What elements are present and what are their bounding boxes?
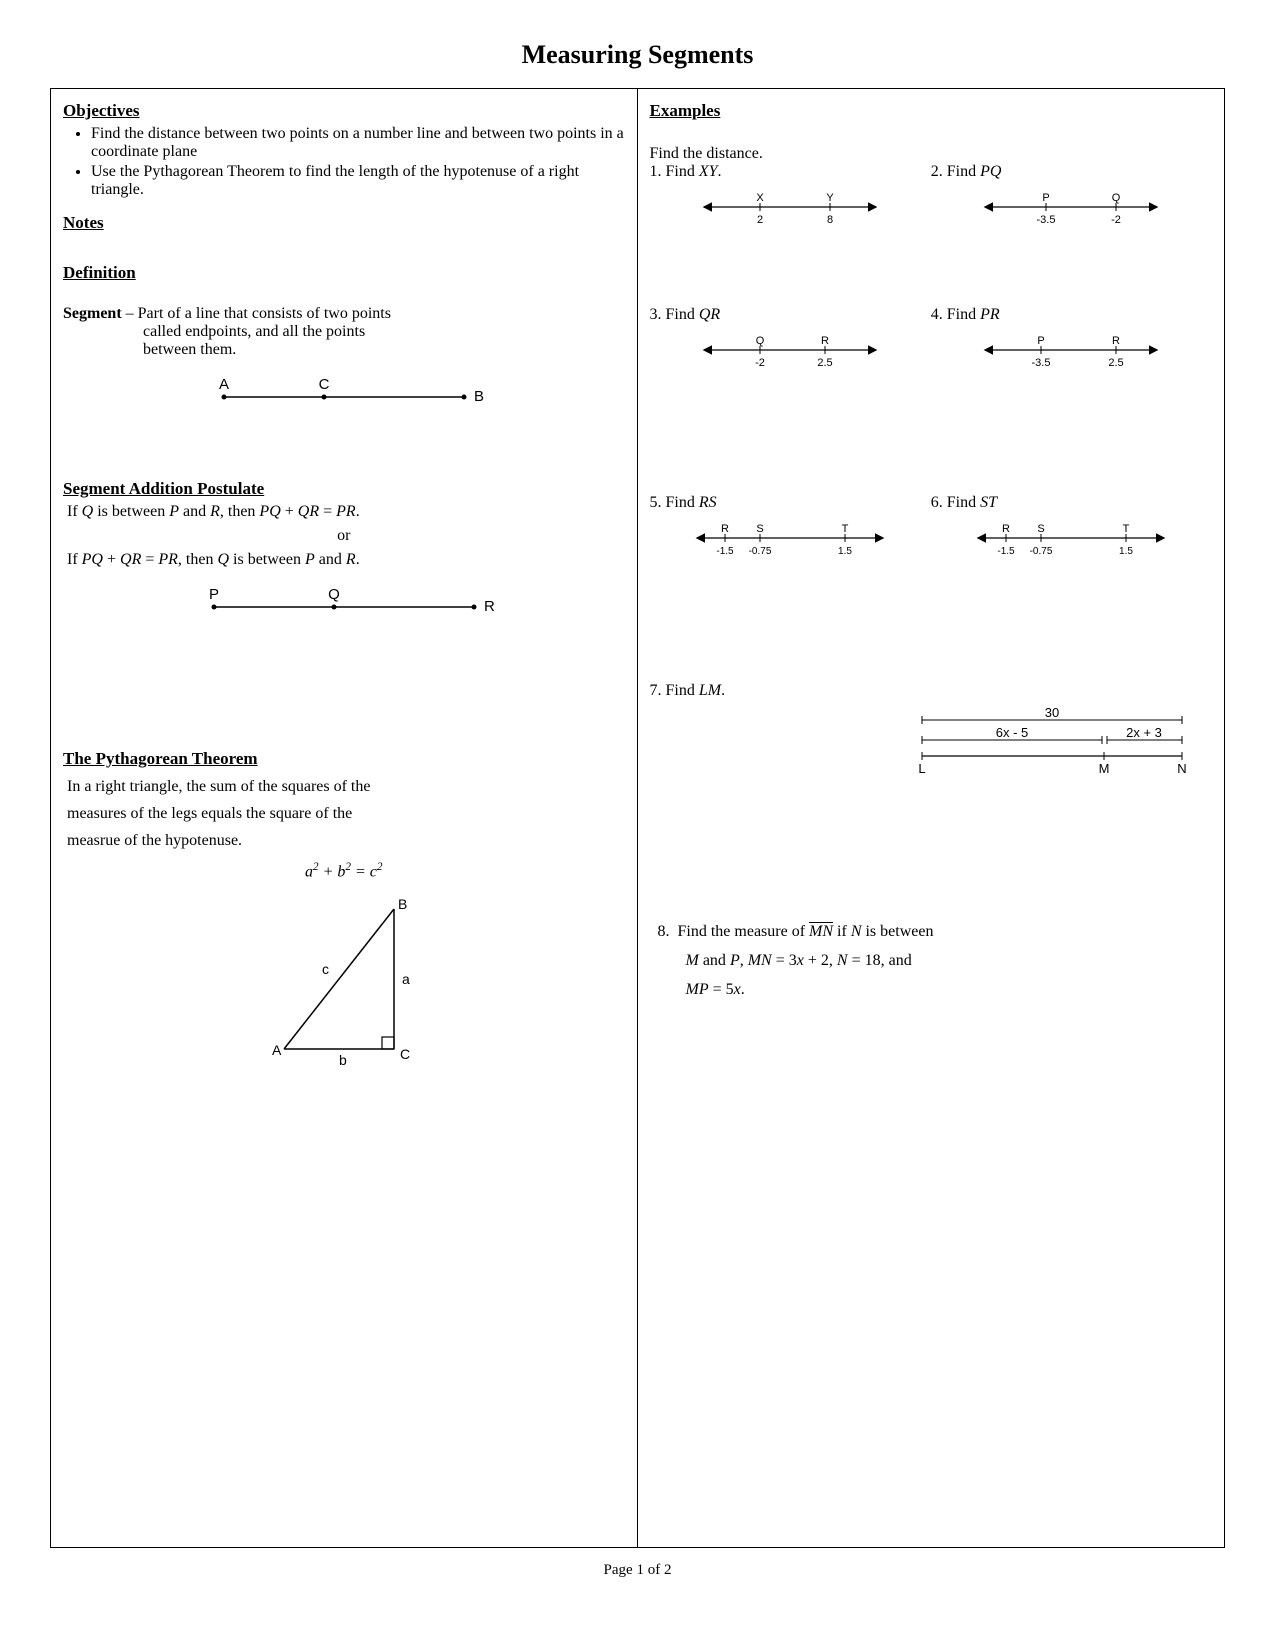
example-5: 5. Find RS R S T -1.5 -0.75 1.5	[650, 494, 931, 572]
content-frame: Objectives Find the distance between two…	[50, 88, 1225, 1548]
svg-text:M: M	[1099, 761, 1110, 776]
right-column: Examples Find the distance. 1. Find XY. …	[638, 89, 1225, 1547]
find-distance-label: Find the distance.	[650, 145, 1213, 163]
segment-acb-diagram: A C B	[194, 367, 494, 417]
triangle-diagram: A B C a b c	[244, 889, 444, 1069]
svg-text:2: 2	[757, 214, 763, 226]
numberline-pr: P R -3.5 2.5	[976, 332, 1166, 376]
numberline-rst-2: R S T -1.5 -0.75 1.5	[971, 520, 1171, 564]
svg-text:B: B	[398, 896, 407, 912]
pythagorean-text: In a right triangle, the sum of the squa…	[67, 773, 625, 855]
page-title: Measuring Segments	[50, 40, 1225, 70]
sap-statement-1: If Q is between P and R, then PQ + QR = …	[67, 503, 625, 521]
example-1: 1. Find XY. X Y 2 8	[650, 163, 931, 241]
sap-or: or	[63, 527, 625, 545]
svg-text:b: b	[339, 1052, 347, 1068]
svg-text:R: R	[1002, 523, 1010, 535]
example-8: 8. Find the measure of MN if N is betwee…	[650, 918, 1213, 1004]
svg-text:Y: Y	[826, 192, 834, 204]
svg-text:S: S	[756, 523, 763, 535]
svg-text:T: T	[1123, 523, 1130, 535]
svg-text:Q: Q	[328, 586, 340, 603]
svg-text:-3.5: -3.5	[1032, 357, 1051, 369]
svg-text:P: P	[209, 586, 219, 603]
svg-text:-0.75: -0.75	[749, 546, 772, 557]
objectives-list: Find the distance between two points on …	[63, 125, 625, 199]
svg-text:R: R	[721, 523, 729, 535]
svg-text:6x - 5: 6x - 5	[996, 725, 1029, 740]
example-3: 3. Find QR Q R -2 2.5	[650, 306, 931, 384]
svg-text:P: P	[1038, 335, 1045, 347]
svg-text:a: a	[402, 971, 410, 987]
svg-text:2.5: 2.5	[1109, 357, 1124, 369]
svg-text:N: N	[1177, 761, 1186, 776]
pythagorean-heading: The Pythagorean Theorem	[63, 749, 625, 769]
pythagorean-formula: a2 + b2 = c2	[63, 861, 625, 881]
svg-text:C: C	[400, 1046, 410, 1062]
notes-heading: Notes	[63, 213, 625, 233]
numberline-pq: P Q -3.5 -2	[976, 189, 1166, 233]
svg-text:-1.5: -1.5	[717, 546, 735, 557]
definition-heading: Definition	[63, 263, 625, 283]
definition-text: called endpoints, and all the points	[143, 323, 625, 341]
svg-text:-2: -2	[1111, 214, 1121, 226]
numberline-rst-1: R S T -1.5 -0.75 1.5	[690, 520, 890, 564]
numberline-qr: Q R -2 2.5	[695, 332, 885, 376]
objective-item: Use the Pythagorean Theorem to find the …	[91, 163, 625, 199]
svg-text:-0.75: -0.75	[1030, 546, 1053, 557]
objective-item: Find the distance between two points on …	[91, 125, 625, 161]
example-2: 2. Find PQ P Q -3.5 -2	[931, 163, 1212, 241]
svg-text:2.5: 2.5	[817, 357, 832, 369]
svg-text:R: R	[484, 598, 495, 615]
svg-text:Q: Q	[756, 335, 765, 347]
svg-text:L: L	[918, 761, 925, 776]
example-7: 7. Find LM. 30 6x - 5 2x + 3 L M N	[650, 682, 1213, 788]
examples-heading: Examples	[650, 101, 1213, 121]
svg-text:P: P	[1043, 192, 1050, 204]
svg-text:-1.5: -1.5	[998, 546, 1016, 557]
numberline-xy: X Y 2 8	[695, 189, 885, 233]
svg-text:A: A	[219, 376, 229, 393]
left-column: Objectives Find the distance between two…	[51, 89, 638, 1547]
svg-text:X: X	[756, 192, 764, 204]
svg-text:A: A	[272, 1042, 282, 1058]
definition-text: between them.	[143, 341, 625, 359]
svg-text:S: S	[1038, 523, 1045, 535]
svg-text:C: C	[318, 376, 329, 393]
svg-text:8: 8	[827, 214, 833, 226]
sap-statement-2: If PQ + QR = PR, then Q is between P and…	[67, 551, 625, 569]
svg-text:-2: -2	[755, 357, 765, 369]
example-4: 4. Find PR P R -3.5 2.5	[931, 306, 1212, 384]
svg-text:T: T	[842, 523, 849, 535]
svg-text:-3.5: -3.5	[1037, 214, 1056, 226]
svg-text:R: R	[1112, 335, 1120, 347]
svg-text:c: c	[322, 961, 329, 977]
segment-lmn-diagram: 30 6x - 5 2x + 3 L M N	[902, 708, 1202, 788]
svg-text:1.5: 1.5	[1119, 546, 1133, 557]
svg-text:Q: Q	[1112, 192, 1121, 204]
definition-term: Segment	[63, 305, 122, 322]
objectives-heading: Objectives	[63, 101, 625, 121]
sap-heading: Segment Addition Postulate	[63, 479, 625, 499]
svg-text:2x + 3: 2x + 3	[1126, 725, 1162, 740]
segment-pqr-diagram: P Q R	[184, 577, 504, 627]
page-footer: Page 1 of 2	[50, 1562, 1225, 1579]
svg-text:B: B	[474, 388, 484, 405]
definition-text: – Part of a line that consists of two po…	[122, 305, 391, 322]
example-6: 6. Find ST R S T -1.5 -0.75 1.5	[931, 494, 1212, 572]
segment-definition: Segment – Part of a line that consists o…	[63, 305, 625, 359]
svg-text:R: R	[821, 335, 829, 347]
svg-text:1.5: 1.5	[838, 546, 852, 557]
svg-text:30: 30	[1045, 708, 1059, 720]
